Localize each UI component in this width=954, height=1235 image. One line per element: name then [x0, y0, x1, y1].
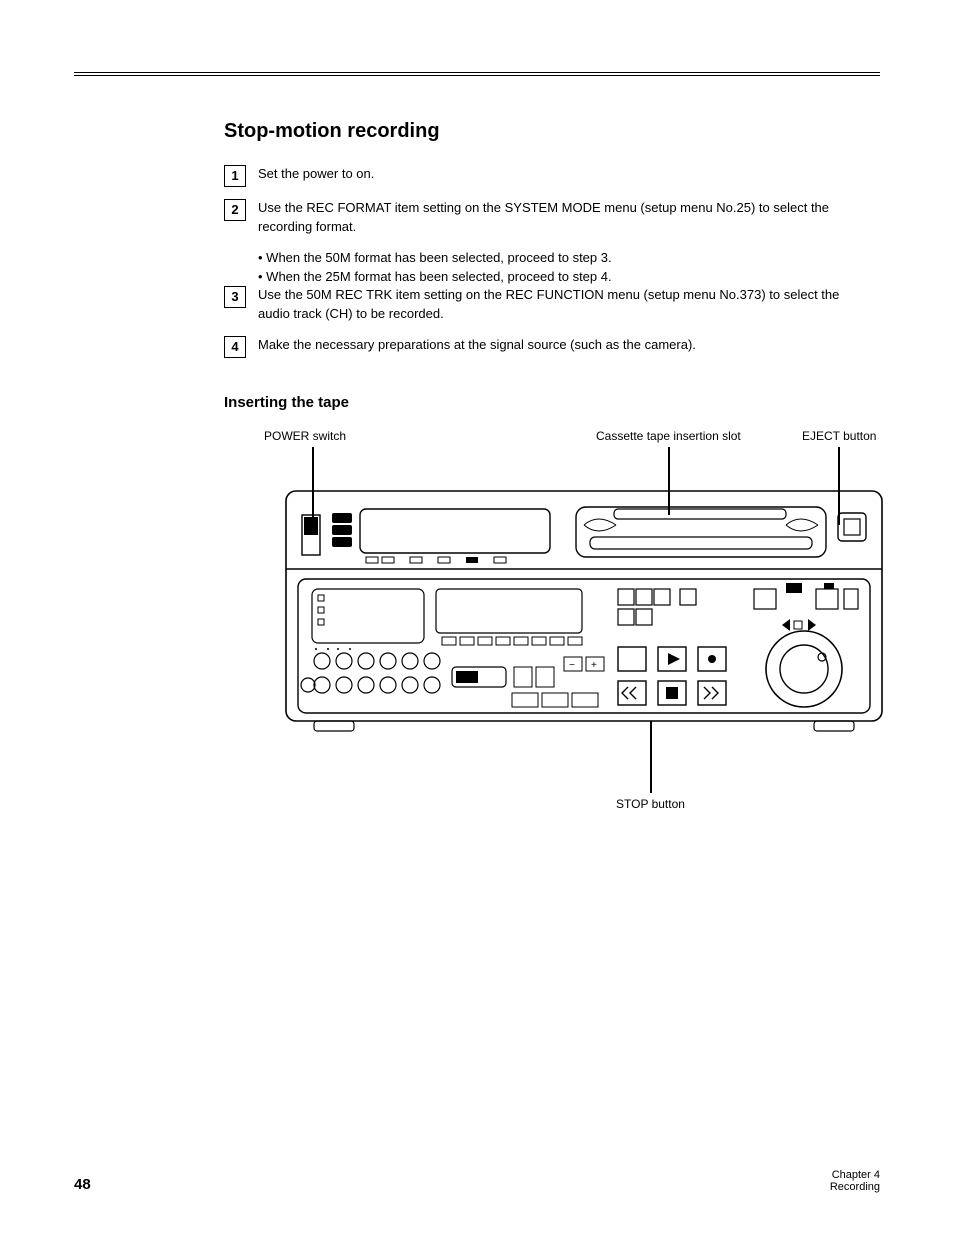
- step-text-1: Set the power to on.: [258, 165, 374, 184]
- device-illustration: − +: [284, 489, 884, 739]
- callout-eject-label: EJECT button: [802, 429, 876, 443]
- chapter-line1: Chapter 4: [830, 1169, 880, 1181]
- section-title: Stop-motion recording: [224, 120, 880, 143]
- step-2-note-b: When the 25M format has been selected, p…: [258, 268, 868, 287]
- callout-slot-label: Cassette tape insertion slot: [596, 429, 741, 443]
- page-number: 48: [74, 1176, 91, 1193]
- step-4: 4 Make the necessary preparations at the…: [224, 336, 880, 358]
- step-text-3: Use the 50M REC TRK item setting on the …: [258, 286, 868, 324]
- step-num-3: 3: [224, 286, 246, 308]
- chapter-label: Chapter 4 Recording: [830, 1169, 880, 1193]
- step-1: 1 Set the power to on.: [224, 165, 880, 187]
- device-diagram: POWER switch Cassette tape insertion slo…: [224, 429, 894, 809]
- step-num-4: 4: [224, 336, 246, 358]
- sub-title: Inserting the tape: [224, 394, 880, 411]
- chapter-line2: Recording: [830, 1181, 880, 1193]
- step-2-note: When the 50M format has been selected, p…: [258, 249, 868, 287]
- svg-text:+: +: [591, 660, 597, 671]
- callout-power-label: POWER switch: [264, 429, 346, 443]
- step-2: 2 Use the REC FORMAT item setting on the…: [224, 199, 880, 237]
- footer: 48 Chapter 4 Recording: [74, 1169, 880, 1193]
- step-num-1: 1: [224, 165, 246, 187]
- header-rule: [74, 72, 880, 76]
- step-text-2: Use the REC FORMAT item setting on the S…: [258, 199, 868, 237]
- step-3: 3 Use the 50M REC TRK item setting on th…: [224, 286, 880, 324]
- svg-text:−: −: [569, 660, 575, 671]
- step-2-note-a: When the 50M format has been selected, p…: [258, 249, 868, 268]
- step-text-4: Make the necessary preparations at the s…: [258, 336, 696, 355]
- step-list: 1 Set the power to on. 2 Use the REC FOR…: [224, 165, 880, 358]
- step-num-2: 2: [224, 199, 246, 221]
- callout-stop-label: STOP button: [616, 797, 685, 811]
